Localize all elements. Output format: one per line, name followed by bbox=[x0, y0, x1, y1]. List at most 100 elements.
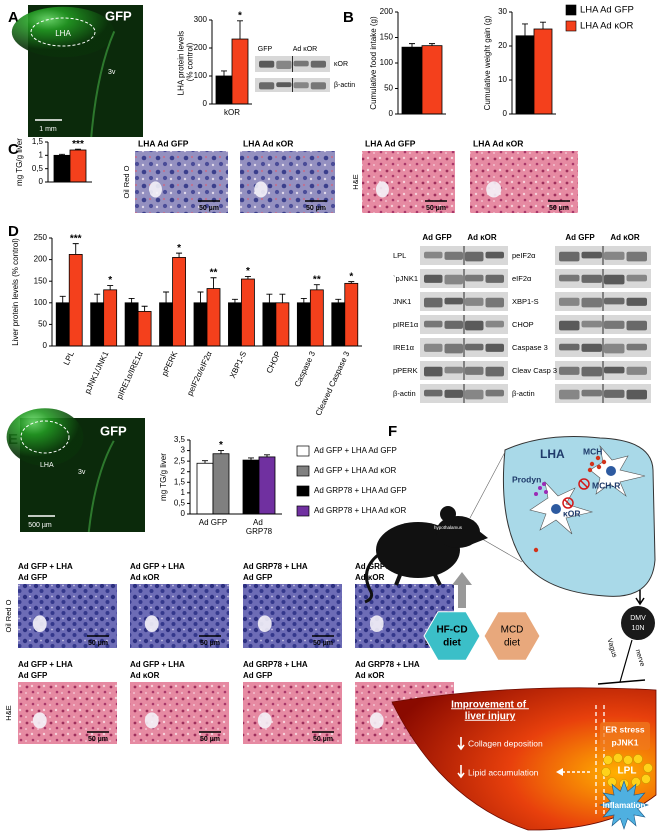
prodyn-dot bbox=[538, 486, 542, 490]
significance: * bbox=[108, 275, 112, 286]
lipid-droplet bbox=[641, 774, 651, 784]
mch-dot bbox=[601, 459, 607, 465]
lipid-droplet bbox=[601, 767, 611, 777]
label: pJNK1 bbox=[612, 737, 639, 747]
lipid-droplet bbox=[623, 755, 633, 765]
label: Ad GFP bbox=[18, 671, 48, 680]
panel-letter: B bbox=[343, 9, 354, 26]
micrograph bbox=[18, 682, 117, 744]
label: 500 µm bbox=[28, 522, 52, 529]
significance: ** bbox=[210, 267, 218, 278]
blot-band bbox=[626, 320, 647, 331]
blot-band bbox=[444, 297, 463, 305]
bar bbox=[421, 45, 443, 115]
blot-band bbox=[424, 320, 443, 328]
panel-letter: F bbox=[388, 423, 397, 440]
error-bar bbox=[202, 460, 208, 464]
label: GFP bbox=[100, 423, 127, 438]
vessel bbox=[148, 181, 162, 198]
blot-band bbox=[465, 251, 484, 262]
x-tick-label: kOR bbox=[224, 108, 240, 117]
y-tick-label: 0 bbox=[181, 509, 186, 518]
significance: *** bbox=[72, 139, 84, 150]
y-tick-label: 100 bbox=[380, 58, 394, 67]
blot-band bbox=[485, 343, 504, 352]
block-symbol bbox=[578, 478, 590, 490]
y-tick-label: 50 bbox=[38, 320, 47, 329]
vessel bbox=[369, 615, 384, 632]
vessel bbox=[257, 712, 272, 729]
bar bbox=[124, 302, 139, 347]
error-bar bbox=[218, 450, 224, 454]
bar bbox=[215, 75, 233, 105]
label: diet bbox=[504, 638, 520, 649]
y-tick-label: 300 bbox=[194, 15, 208, 24]
lipid-droplet bbox=[613, 753, 623, 763]
y-tick-label: 200 bbox=[380, 7, 394, 16]
label: 3v bbox=[78, 469, 86, 476]
bar bbox=[159, 302, 173, 347]
y-tick-label: 2 bbox=[181, 467, 186, 476]
scale-bar-label: 50 µm bbox=[199, 205, 219, 212]
label: eIF2α bbox=[512, 274, 532, 283]
blot-band bbox=[465, 366, 484, 375]
error-bar bbox=[540, 21, 546, 29]
blot-band bbox=[444, 343, 463, 354]
panel-letter: A bbox=[8, 9, 19, 26]
blot-band bbox=[604, 320, 625, 329]
label: Ad GRP78 + LHA bbox=[243, 562, 308, 571]
y-tick-label: 0,5 bbox=[174, 499, 186, 508]
blot-band bbox=[581, 366, 602, 377]
label: LHA bbox=[540, 447, 565, 461]
bar bbox=[515, 35, 535, 115]
vessel bbox=[254, 181, 268, 198]
error-bar bbox=[300, 298, 307, 303]
y-tick-label: 30 bbox=[498, 7, 507, 16]
mouse-head bbox=[436, 516, 480, 548]
y-tick-label: 20 bbox=[498, 41, 507, 50]
blot-band bbox=[465, 274, 484, 282]
blot-band bbox=[559, 297, 580, 306]
micrograph bbox=[240, 151, 335, 213]
bar bbox=[242, 459, 260, 515]
micrograph bbox=[362, 151, 455, 213]
significance: * bbox=[246, 266, 250, 277]
vessel bbox=[369, 712, 384, 729]
legend-swatch bbox=[565, 20, 577, 32]
blot-band bbox=[485, 320, 504, 328]
x-tick-label: XBP1-S bbox=[228, 350, 248, 380]
blot-band bbox=[604, 274, 625, 285]
error-bar bbox=[197, 291, 204, 303]
y-axis-label: mg TG/g liver bbox=[159, 453, 168, 501]
label: hypothalamus bbox=[434, 525, 463, 530]
panel-letter: C bbox=[8, 141, 19, 158]
blot-band bbox=[444, 320, 463, 329]
error-bar bbox=[75, 148, 81, 150]
inflammation-star bbox=[599, 780, 649, 830]
blot-band bbox=[485, 297, 504, 308]
error-bar bbox=[313, 284, 320, 290]
error-bar bbox=[210, 277, 217, 289]
label: Lipid accumulation bbox=[468, 767, 539, 777]
bar bbox=[90, 302, 105, 347]
blot-band bbox=[293, 82, 309, 89]
blot-band bbox=[559, 343, 580, 351]
down-arrow bbox=[457, 737, 465, 751]
mouse-feet bbox=[394, 574, 442, 586]
tissue-edge bbox=[87, 440, 115, 533]
legend-label: Ad GRP78 + LHA Ad GFP bbox=[314, 486, 407, 495]
vessel bbox=[32, 712, 47, 729]
label: Ad GRP78 + LHA bbox=[355, 660, 420, 669]
vessel bbox=[257, 615, 272, 632]
bar bbox=[309, 289, 324, 347]
label: IRE1α bbox=[393, 343, 415, 352]
block-symbol bbox=[562, 497, 574, 509]
blot-band bbox=[485, 274, 504, 283]
label: pIRE1α bbox=[393, 320, 419, 329]
blot-band bbox=[604, 389, 625, 398]
significance: *** bbox=[70, 233, 82, 244]
micrograph bbox=[18, 584, 117, 648]
arrow bbox=[635, 590, 645, 606]
block-symbol bbox=[563, 498, 573, 508]
blot-band bbox=[276, 82, 292, 88]
